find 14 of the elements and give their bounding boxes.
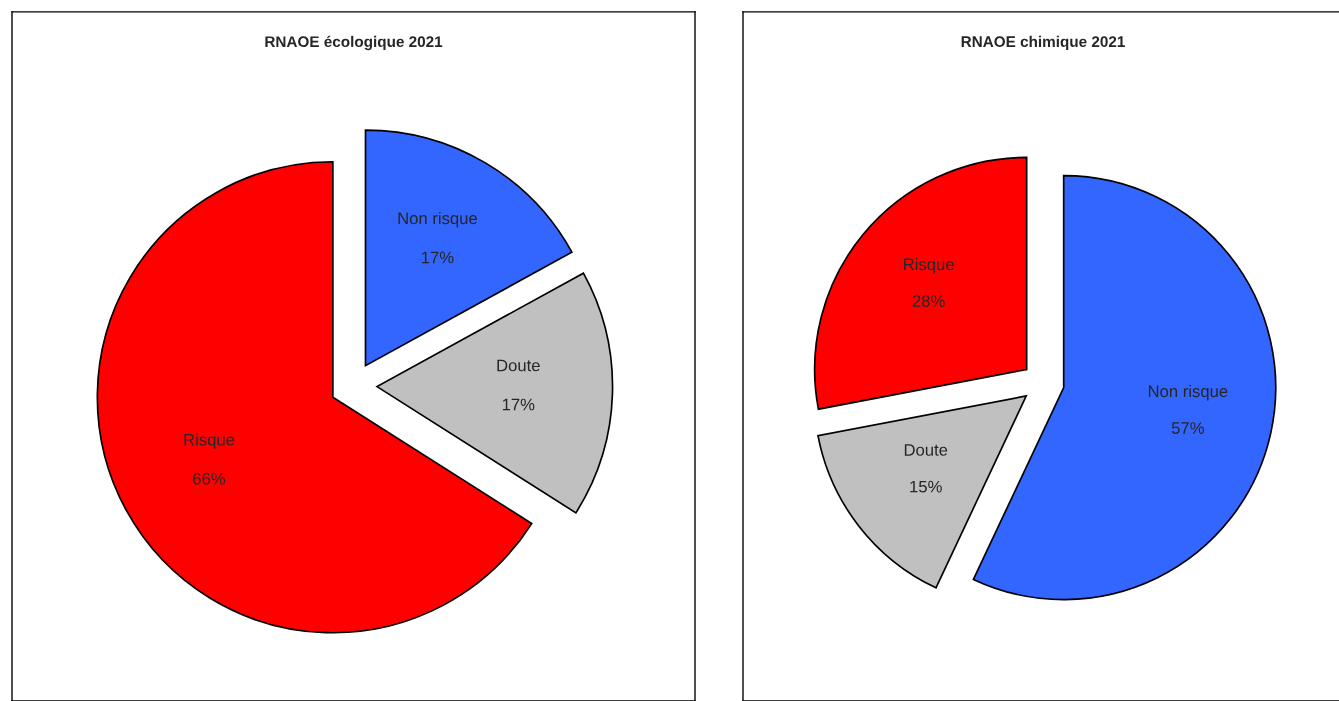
- data-label: 15%: [910, 480, 942, 493]
- slice-label: Risque: [184, 433, 235, 449]
- slice-label: Doute: [497, 359, 540, 372]
- data-label: 28%: [912, 295, 945, 307]
- slice-label: Risque: [904, 257, 954, 274]
- slice-label: Non risque: [398, 211, 477, 228]
- data-label: 17%: [422, 251, 454, 264]
- slice-label: Non risque: [1148, 384, 1228, 401]
- chart-title: RNAOE écologique 2021: [265, 35, 443, 51]
- data-label: 66%: [193, 472, 226, 485]
- slice-label: Doute: [904, 444, 948, 456]
- data-label: 57%: [1171, 422, 1204, 434]
- chart-title: RNAOE chimique 2021: [961, 35, 1125, 51]
- data-label: 17%: [502, 398, 535, 411]
